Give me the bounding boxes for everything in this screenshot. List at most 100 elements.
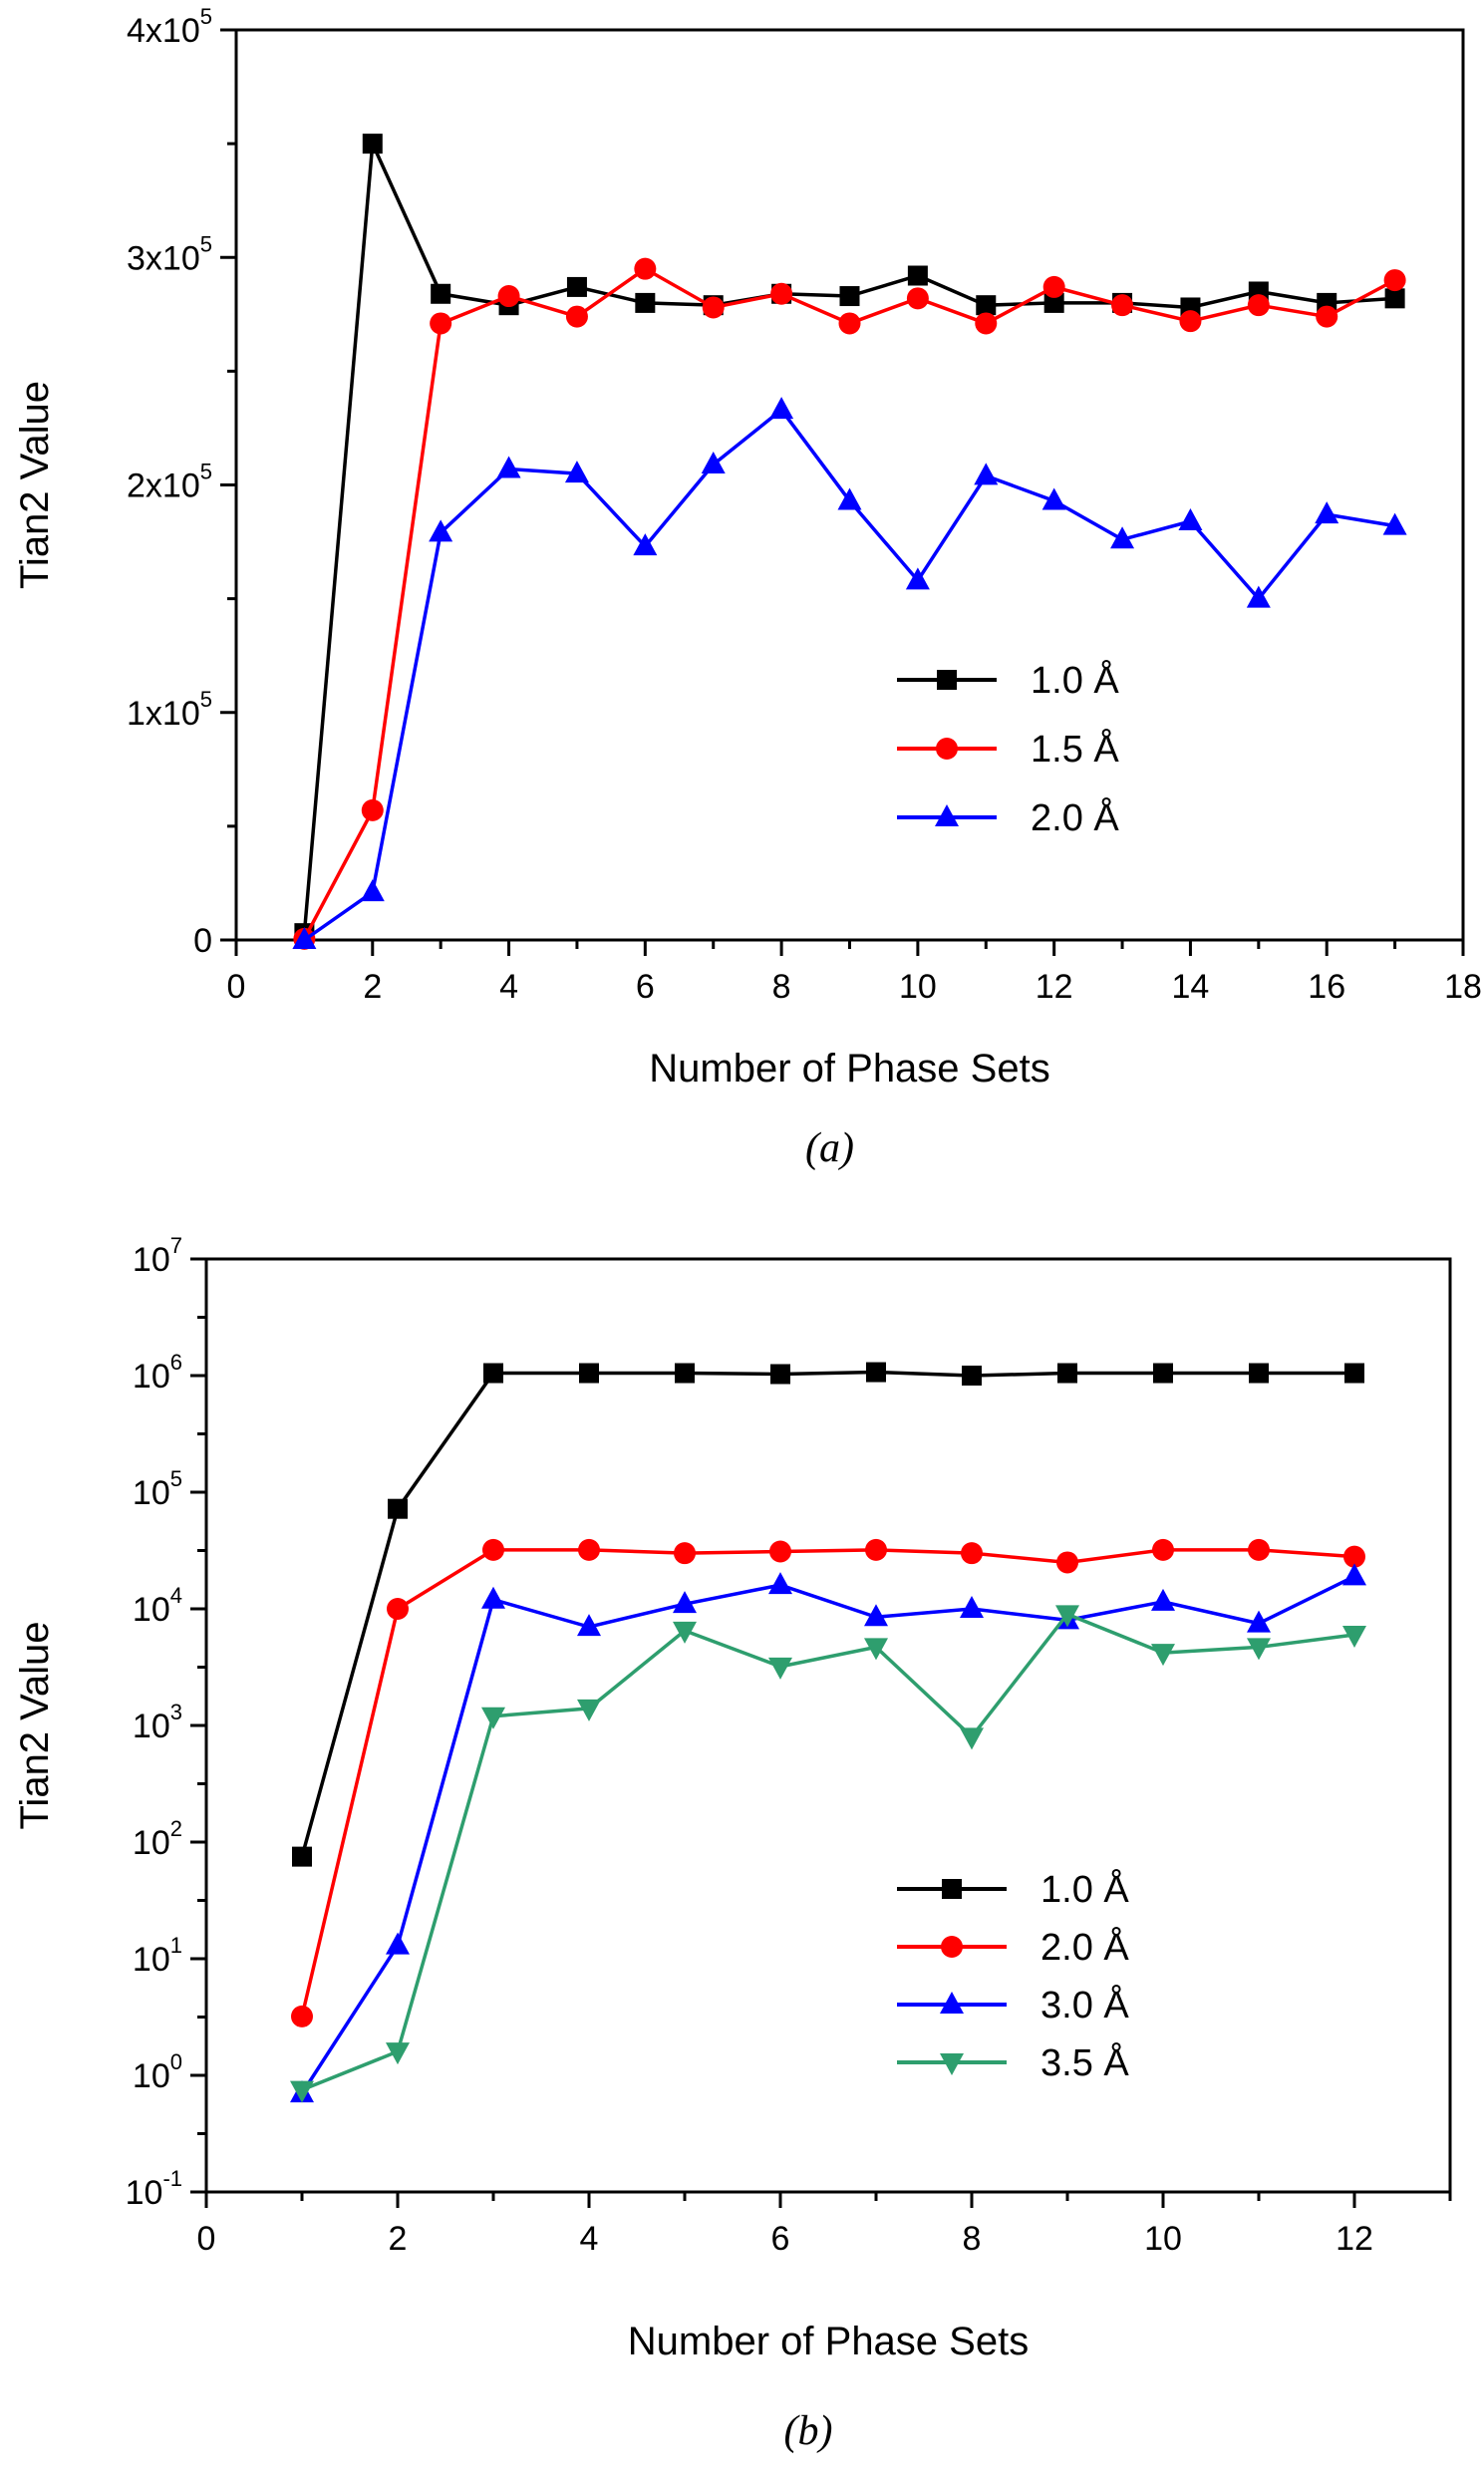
y-axis-title: Tian2 Value (13, 381, 57, 589)
series-line (300, 1548, 1355, 2018)
data-point (1152, 1538, 1174, 1561)
data-point (1246, 585, 1271, 608)
y-tick-label: 102 (133, 1816, 182, 1862)
data-point (769, 397, 794, 420)
y-tick-label: 101 (133, 1933, 182, 1979)
data-point (430, 312, 452, 335)
data-point (496, 456, 521, 478)
data-point (1382, 512, 1407, 535)
x-tick-label: 6 (771, 2220, 790, 2258)
data-point (1042, 275, 1065, 298)
data-point (1111, 294, 1134, 317)
legend-label: 3.0 Å (1040, 1983, 1129, 2026)
series-line (302, 137, 1395, 934)
data-point (907, 265, 928, 286)
data-point (1151, 1588, 1175, 1611)
x-tick-label: 10 (1144, 2220, 1182, 2258)
data-point (976, 295, 997, 316)
panel-caption: (b) (784, 2408, 833, 2454)
data-point (1041, 487, 1066, 510)
data-point (1342, 1563, 1366, 1586)
data-point (292, 1846, 312, 1867)
series-1 (294, 134, 1405, 944)
data-point (905, 567, 930, 590)
x-tick-label: 6 (636, 968, 655, 1006)
series-line (302, 266, 1396, 940)
data-point (960, 1727, 984, 1750)
data-point (906, 287, 929, 310)
data-point (975, 312, 998, 335)
series-3 (290, 1563, 1366, 2103)
x-tick-label: 4 (580, 2220, 599, 2258)
data-point (1248, 1538, 1270, 1561)
data-point (566, 276, 587, 297)
y-tick-label: 1x105 (127, 687, 212, 733)
legend-label: 1.0 Å (1040, 1867, 1129, 1911)
x-tick-label: 8 (963, 2220, 982, 2258)
series-4 (290, 1605, 1366, 2103)
data-point (1056, 1551, 1078, 1574)
x-tick-label: 8 (772, 968, 791, 1006)
data-point (864, 1638, 888, 1661)
x-tick-label: 2 (389, 2220, 408, 2258)
data-point (577, 1614, 601, 1637)
y-tick-label: 0 (193, 922, 212, 960)
data-point (960, 1596, 984, 1618)
data-point (429, 519, 453, 542)
y-tick-label: 2x105 (127, 460, 212, 505)
y-tick-label: 103 (133, 1700, 182, 1745)
data-point (865, 1538, 887, 1561)
data-point (838, 312, 861, 335)
data-point (291, 2005, 313, 2027)
data-point (1247, 294, 1270, 317)
data-point (386, 2042, 410, 2065)
data-point (1055, 1605, 1079, 1628)
data-point (481, 1586, 505, 1609)
data-point (974, 463, 999, 485)
y-tick-label: 104 (133, 1583, 182, 1629)
data-point (564, 461, 589, 483)
data-point (565, 305, 588, 328)
data-point (1344, 1363, 1364, 1384)
legend-label: 1.0 Å (1031, 658, 1119, 702)
data-point (770, 1364, 790, 1385)
x-tick-label: 0 (197, 2220, 216, 2258)
data-point (1342, 1625, 1366, 1648)
data-point (497, 285, 520, 308)
y-tick-label: 3x105 (127, 231, 212, 277)
series-3 (292, 397, 1407, 949)
data-point (673, 1621, 697, 1644)
data-point (1043, 292, 1064, 313)
legend-marker (936, 738, 958, 760)
legend-label: 2.0 Å (1031, 795, 1119, 839)
series-line (301, 1612, 1355, 2092)
legend-marker (940, 2053, 964, 2075)
data-point (386, 1932, 410, 1955)
data-point (1178, 508, 1203, 531)
data-point (839, 286, 860, 307)
data-point (360, 879, 385, 902)
x-tick-label: 14 (1172, 968, 1210, 1006)
data-point (1249, 1363, 1269, 1384)
data-point (962, 1366, 982, 1386)
x-tick-label: 4 (499, 968, 518, 1006)
data-point (961, 1542, 983, 1565)
legend-label: 3.5 Å (1040, 2040, 1129, 2084)
x-tick-label: 2 (363, 968, 382, 1006)
data-point (866, 1362, 886, 1383)
x-tick-label: 10 (899, 968, 937, 1006)
data-point (1247, 1610, 1271, 1633)
series-1 (292, 1362, 1364, 1867)
data-point (387, 1598, 409, 1620)
data-point (1247, 1638, 1271, 1661)
legend-marker (935, 804, 959, 826)
data-point (577, 1699, 601, 1721)
data-point (361, 798, 384, 821)
data-point (1384, 288, 1405, 309)
panel-caption: (a) (805, 1125, 854, 1171)
data-point (702, 296, 725, 319)
data-point (635, 292, 656, 313)
y-tick-label: 105 (133, 1466, 182, 1512)
y-axis-title: Tian2 Value (13, 1621, 57, 1829)
series-2 (293, 257, 1406, 950)
